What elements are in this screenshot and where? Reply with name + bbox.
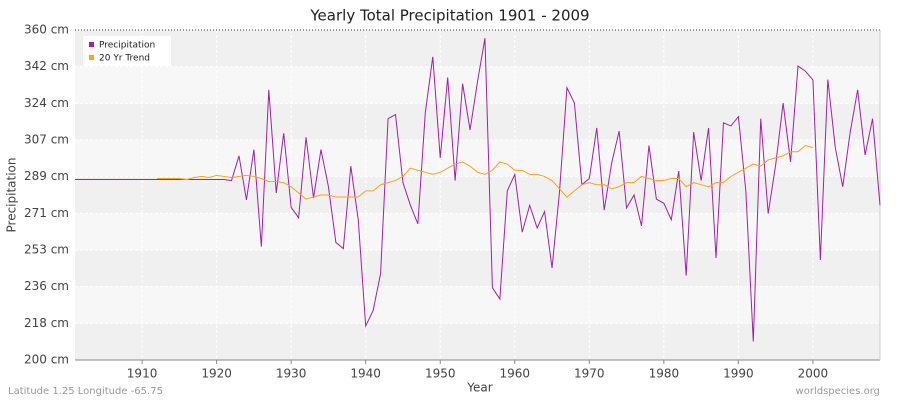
series-line: [75, 38, 881, 342]
legend-swatch: [89, 55, 94, 60]
x-tick-label: 1980: [649, 367, 680, 381]
x-tick-label: 1940: [350, 367, 381, 381]
grid-band: [75, 103, 880, 140]
series-line: [156, 144, 814, 200]
x-tick-label: 1950: [425, 367, 456, 381]
y-tick-label: 253 cm: [24, 243, 69, 257]
grid-band: [75, 250, 880, 287]
x-tick-label: 1990: [723, 367, 754, 381]
y-tick-label: 307 cm: [24, 132, 69, 146]
y-axis-label: Precipitation: [5, 157, 19, 232]
y-tick-label: 289 cm: [24, 169, 69, 183]
y-tick-label: 218 cm: [24, 316, 69, 330]
x-tick-label: 1930: [276, 367, 307, 381]
x-tick-label: 1920: [201, 367, 232, 381]
x-axis-label: Year: [466, 381, 492, 395]
x-tick-label: 1960: [499, 367, 530, 381]
x-tick-label: 1970: [574, 367, 605, 381]
grid-band: [75, 323, 880, 360]
y-tick-label: 342 cm: [24, 59, 69, 73]
legend-swatch: [89, 42, 94, 47]
chart-title: Yearly Total Precipitation 1901 - 2009: [309, 7, 589, 25]
footer-left: Latitude 1.25 Longitude -65.75: [8, 386, 163, 397]
y-tick-label: 271 cm: [24, 206, 69, 220]
footer-right: worldspecies.org: [796, 386, 880, 397]
y-tick-label: 324 cm: [24, 96, 69, 110]
legend-label: 20 Yr Trend: [99, 54, 150, 64]
grid-band: [75, 176, 880, 214]
x-tick-label: 2000: [798, 367, 829, 381]
legend-box: [83, 36, 171, 66]
grid-band: [75, 30, 880, 67]
y-tick-label: 236 cm: [24, 279, 69, 293]
y-tick-label: 360 cm: [24, 23, 69, 37]
x-tick-label: 1910: [127, 367, 158, 381]
legend-label: Precipitation: [99, 41, 155, 51]
y-tick-label: 200 cm: [24, 353, 69, 367]
